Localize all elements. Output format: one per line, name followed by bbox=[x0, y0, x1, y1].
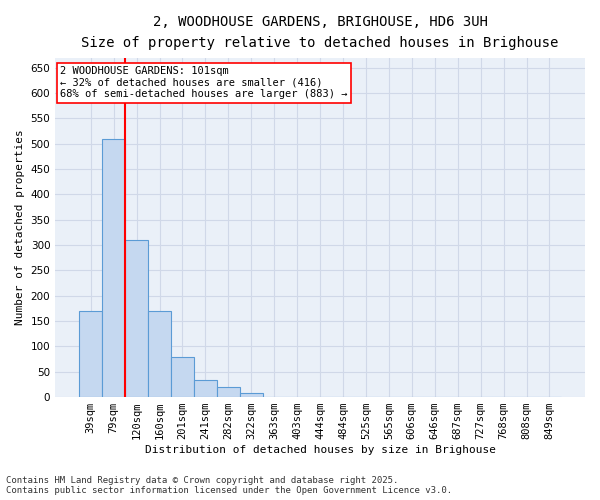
Bar bbox=[217, 387, 240, 397]
Bar bbox=[125, 240, 148, 397]
Bar bbox=[79, 311, 102, 397]
Bar bbox=[102, 139, 125, 397]
Bar bbox=[148, 311, 171, 397]
X-axis label: Distribution of detached houses by size in Brighouse: Distribution of detached houses by size … bbox=[145, 445, 496, 455]
Y-axis label: Number of detached properties: Number of detached properties bbox=[15, 130, 25, 326]
Title: 2, WOODHOUSE GARDENS, BRIGHOUSE, HD6 3UH
Size of property relative to detached h: 2, WOODHOUSE GARDENS, BRIGHOUSE, HD6 3UH… bbox=[82, 15, 559, 50]
Text: 2 WOODHOUSE GARDENS: 101sqm
← 32% of detached houses are smaller (416)
68% of se: 2 WOODHOUSE GARDENS: 101sqm ← 32% of det… bbox=[61, 66, 348, 100]
Bar bbox=[171, 356, 194, 397]
Bar bbox=[240, 393, 263, 397]
Text: Contains HM Land Registry data © Crown copyright and database right 2025.
Contai: Contains HM Land Registry data © Crown c… bbox=[6, 476, 452, 495]
Bar bbox=[194, 380, 217, 397]
